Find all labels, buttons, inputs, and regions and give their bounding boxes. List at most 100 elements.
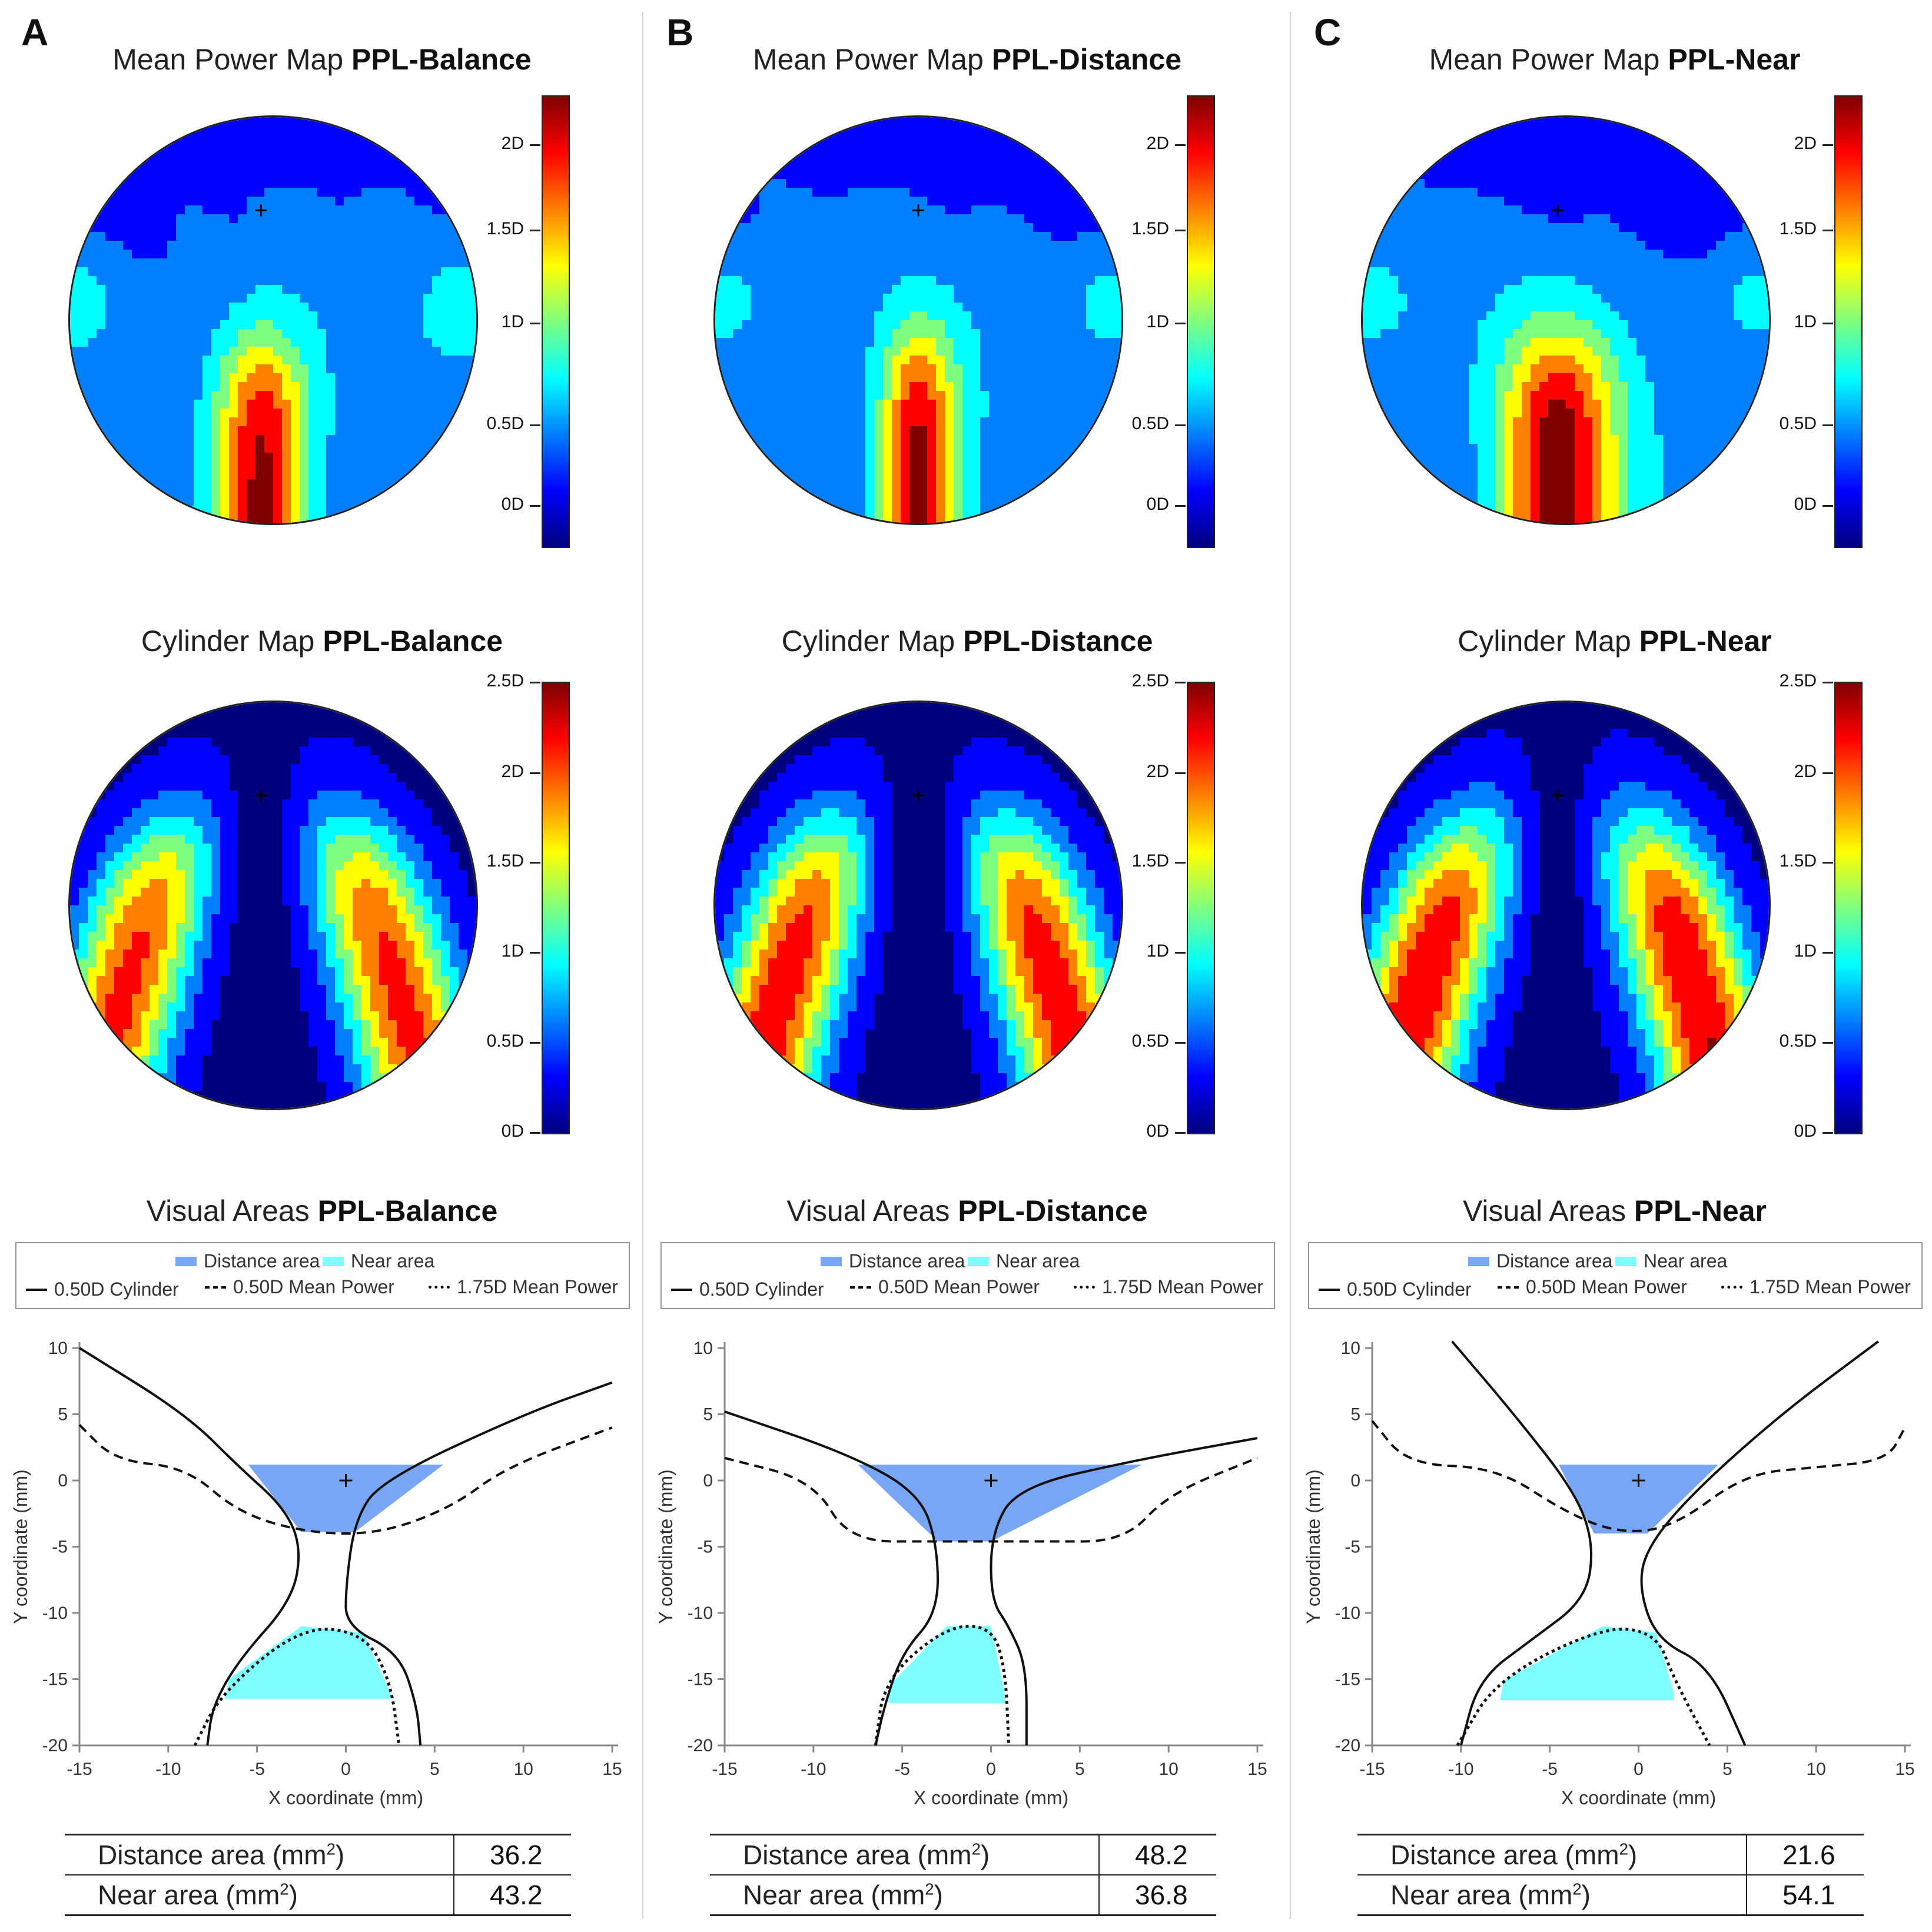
y-tick-label: -20	[42, 1736, 68, 1755]
y-tick-label: -15	[688, 1670, 713, 1689]
colorbar-tick-label: 1.5D	[1131, 219, 1169, 238]
y-tick-label: -10	[42, 1604, 68, 1623]
panel-divider-2	[1290, 12, 1291, 1919]
dashed-line-swatch	[205, 1286, 226, 1289]
y-tick-label: -10	[1335, 1604, 1360, 1623]
design-name: PPL-Distance	[958, 1194, 1148, 1227]
squared-superscript: 2	[280, 1880, 289, 1898]
colorbar-tick-mark	[1823, 230, 1833, 231]
solid-line-swatch	[671, 1288, 692, 1291]
near-area-label: Near area (mm2)	[98, 1880, 298, 1910]
colorbar-tick-label: 0.5D	[1131, 414, 1169, 433]
mean-power-map-title: Mean Power Map PPL-Near	[1293, 42, 1932, 77]
distance-area-label: Distance area (mm2)	[1390, 1840, 1638, 1870]
mean-power-colorbar	[1187, 95, 1215, 548]
near-area-value: 43.2	[453, 1875, 571, 1914]
legend-label: 0.50D Cylinder	[1347, 1279, 1472, 1300]
x-tick-label: 10	[1806, 1760, 1825, 1779]
x-tick-label: -5	[894, 1760, 910, 1779]
colorbar-tick-label: 0.5D	[1131, 1031, 1169, 1051]
colorbar-tick-label: 2D	[501, 134, 524, 153]
legend-item-near: Near area	[1615, 1250, 1727, 1272]
area-table: Distance area (mm2) 36.2 Near area (mm2) 43…	[65, 1834, 571, 1916]
legend-item-mean175: 1.75D Mean Power	[1074, 1276, 1263, 1298]
x-axis-label: X coordinate (mm)	[1561, 1787, 1716, 1808]
legend-label: 0.50D Cylinder	[699, 1279, 824, 1300]
mean-power-map-title: Mean Power Map PPL-Distance	[645, 42, 1289, 77]
row-label-text: Distance area (mm	[743, 1840, 972, 1870]
colorbar-tick-mark	[1175, 505, 1186, 507]
x-tick-label: 15	[602, 1760, 622, 1779]
va-title-label: Visual Areas	[786, 1194, 950, 1227]
va-title-label: Visual Areas	[146, 1194, 310, 1227]
cylinder-colorbar	[1187, 682, 1215, 1134]
colorbar-tick-mark	[530, 424, 540, 426]
x-tick-label: 10	[513, 1760, 533, 1779]
colorbar-tick-mark	[1823, 144, 1833, 146]
fitting-cross	[1552, 789, 1564, 802]
colorbar-tick-label: 0D	[1794, 494, 1817, 514]
legend: Distance area Near area 0.50D Cylinder 0.50…	[1308, 1242, 1923, 1309]
x-tick-label: 5	[1075, 1760, 1085, 1779]
colorbar-tick-mark	[530, 1132, 540, 1134]
legend: Distance area Near area 0.50D Cylinder 0.50…	[15, 1242, 630, 1309]
x-tick-label: 5	[430, 1760, 440, 1779]
y-tick-label: 0	[1350, 1471, 1360, 1491]
design-name: PPL-Balance	[323, 625, 503, 658]
design-name: PPL-Balance	[351, 43, 532, 76]
colorbar-tick-mark	[530, 682, 540, 683]
y-axis-label: Y coordinate (mm)	[1303, 1469, 1324, 1624]
distance-area-swatch	[175, 1256, 197, 1266]
dashed-line-swatch	[850, 1286, 871, 1289]
visual-areas-plot: -15 -10 -5 0 5 10 15 10 5 0 -5 -10 -15 -20 X coordinat…	[655, 1339, 1267, 1808]
map-title-label: Cylinder Map	[781, 625, 955, 658]
colorbar-tick-mark	[530, 952, 540, 954]
x-tick-label: -5	[249, 1760, 265, 1779]
mean-power-175-contour	[874, 1624, 1011, 1746]
fitting-cross-marker	[1632, 1474, 1645, 1487]
colorbar-tick-label: 1.5D	[1131, 851, 1169, 871]
legend-label: 1.75D Mean Power	[1750, 1276, 1911, 1297]
solid-line-swatch	[26, 1288, 47, 1291]
table-row: Distance area (mm2) 36.2	[65, 1834, 571, 1875]
panel-near: C Mean Power Map PPL-Near Cylinder Map PPL…	[1293, 0, 1932, 1932]
y-tick-label: 5	[703, 1405, 713, 1425]
colorbar-tick-mark	[1175, 424, 1186, 426]
visual-areas-plot: -15 -10 -5 0 5 10 15 10 5 0 -5 -10 -15 -20 X coordinat…	[1303, 1339, 1915, 1808]
legend: Distance area Near area 0.50D Cylinder 0.50…	[660, 1242, 1275, 1309]
table-row: Distance area (mm2) 48.2	[710, 1834, 1216, 1875]
visual-areas-title: Visual Areas PPL-Balance	[0, 1194, 644, 1228]
cylinder-lens-map	[1361, 701, 1771, 1110]
x-tick-label: -15	[1359, 1760, 1385, 1779]
fitting-cross-marker	[984, 1474, 998, 1487]
map-title-label: Mean Power Map	[752, 43, 984, 76]
legend-label: Near area	[351, 1250, 435, 1272]
panel-letter: B	[666, 11, 694, 54]
colorbar-tick-mark	[1823, 323, 1833, 324]
legend-item-mean050: 0.50D Mean Power	[850, 1276, 1040, 1298]
legend-item-mean050: 0.50D Mean Power	[1498, 1276, 1687, 1298]
colorbar-tick-mark	[1823, 682, 1833, 683]
x-tick-label: 15	[1247, 1760, 1267, 1779]
distance-area-label: Distance area (mm2)	[98, 1840, 345, 1870]
colorbar-tick-label: 0D	[501, 494, 524, 514]
panel-letter: C	[1314, 11, 1342, 54]
legend-label: 0.50D Cylinder	[54, 1279, 179, 1300]
y-tick-label: -5	[697, 1538, 713, 1557]
near-area-swatch	[968, 1256, 989, 1266]
y-axis-label: Y coordinate (mm)	[10, 1469, 31, 1624]
squared-superscript: 2	[1619, 1840, 1628, 1858]
colorbar-tick-mark	[1823, 772, 1833, 774]
distance-area-swatch	[821, 1256, 842, 1266]
mean-power-lens-map	[713, 115, 1123, 525]
colorbar-tick-mark	[1823, 424, 1833, 426]
mean-power-colorbar	[1834, 95, 1863, 548]
legend-item-cyl: 0.50D Cylinder	[671, 1279, 824, 1300]
mean-power-colorbar	[542, 95, 570, 548]
colorbar-tick-label: 2.5D	[1779, 671, 1817, 691]
colorbar-tick-mark	[1175, 323, 1186, 324]
distance-area-region	[858, 1465, 1142, 1542]
fitting-cross	[912, 789, 924, 802]
legend-item-near: Near area	[968, 1250, 1080, 1272]
colorbar-tick-label: 0D	[1146, 494, 1169, 514]
